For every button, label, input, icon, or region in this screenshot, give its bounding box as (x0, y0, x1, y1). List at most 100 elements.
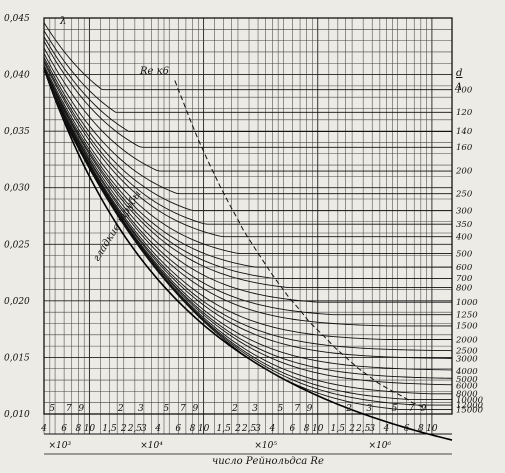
y-tick-label: 0,025 (4, 240, 30, 250)
x-tick-label: 6 (290, 424, 296, 434)
x-tick-label: 6 (61, 424, 67, 434)
series-label: 600 (456, 263, 473, 273)
series-label: 200 (455, 167, 473, 177)
roughness-curve (43, 68, 453, 371)
series-label: 100 (456, 85, 473, 95)
series-label: 800 (456, 283, 473, 293)
roughness-curve (43, 40, 452, 148)
x-top-tick-label: 2 (117, 404, 124, 414)
series-label: 12000 (456, 401, 484, 411)
roughness-curve (43, 59, 452, 225)
x-top-tick-label: 3 (138, 404, 144, 414)
x-tick-label: 10 (426, 424, 438, 434)
x-top-tick-label: 3 (252, 404, 258, 414)
x-tick-label: 1,5 (331, 424, 346, 434)
x-tick-label: 8 (418, 424, 424, 434)
x-tick-label: 8 (190, 424, 196, 434)
series-label: 5000 (456, 375, 478, 385)
chart-labels: 0,010 0,015 0,020 0,025 0,030 0,035 0,040 0,045… (4, 14, 484, 451)
y-axis-symbol: λ (59, 16, 66, 27)
x-tick-label: 1,5 (102, 424, 117, 434)
x-tick-label: 2,5 (127, 424, 143, 434)
series-label: 2500 (455, 347, 478, 357)
roughness-curve (43, 66, 452, 268)
series-label: 1000 (456, 298, 478, 308)
decade-multiplier: ×10³ (48, 441, 71, 451)
series-label: 3000 (456, 355, 478, 365)
x-tick-label: 2 (348, 424, 355, 434)
y-tick-label: 0,010 (4, 410, 30, 420)
series-label: 15000 (456, 405, 484, 415)
series-label: 250 (455, 189, 473, 199)
series-label: 120 (456, 108, 473, 118)
x-top-tick-label: 2 (345, 404, 352, 414)
x-tick-label: 3 (141, 424, 147, 434)
y-tick-label: 0,015 (4, 353, 30, 363)
x-tick-label: 4 (40, 424, 47, 434)
y-tick-label: 0,020 (4, 297, 30, 307)
decade-multiplier: ×10⁵ (254, 441, 277, 451)
series-label: 2000 (455, 335, 478, 345)
x-top-tick-label: 9 (421, 404, 427, 414)
roughness-curve (43, 68, 452, 279)
x-tick-label: 8 (304, 424, 310, 434)
x-tick-label: 10 (84, 424, 96, 434)
x-top-tick-label: 7 (180, 404, 186, 414)
x-top-tick-label: 9 (78, 404, 84, 414)
x-top-tick-label: 9 (307, 404, 313, 414)
x-tick-label: 3 (369, 424, 375, 434)
decade-multiplier: ×10⁶ (369, 441, 392, 451)
roughness-curve (43, 47, 452, 172)
series-label: 140 (456, 127, 473, 137)
y-tick-label: 0,035 (4, 127, 30, 137)
x-tick-label: 4 (154, 424, 161, 434)
x-tick-label: 2 (120, 424, 127, 434)
roughness-curve (43, 68, 452, 327)
series-label: 4000 (455, 367, 478, 377)
y-tick-label: 0,045 (4, 14, 30, 24)
roughness-curve (43, 68, 453, 359)
x-top-tick-label: 7 (294, 404, 300, 414)
series-label: 700 (456, 274, 473, 284)
series-label: 350 (456, 220, 473, 230)
series-label: 10000 (456, 395, 484, 405)
x-tick-label: 2,5 (355, 424, 371, 434)
series-label: 500 (456, 249, 473, 259)
roughness-curve (43, 36, 452, 132)
x-tick-label: 4 (268, 424, 275, 434)
x-top-tick-label: 3 (366, 404, 372, 414)
x-top-tick-label: 5 (49, 404, 55, 414)
plot-frame (43, 17, 453, 415)
roughness-curve (43, 56, 452, 212)
roughness-curve (43, 22, 452, 91)
roughness-curve (43, 30, 452, 113)
x-tick-label: 10 (198, 424, 210, 434)
x-tick-label: 2 (234, 424, 241, 434)
x-tick-label: 2,5 (241, 424, 257, 434)
x-top-tick-label: 7 (408, 404, 414, 414)
y-tick-label: 0,030 (4, 184, 30, 194)
series-label: 1250 (456, 310, 478, 320)
x-top-tick-label: 9 (192, 404, 198, 414)
roughness-curve (43, 68, 452, 288)
roughness-curve (43, 68, 452, 303)
roughness-curve (43, 68, 452, 411)
roughness-curve (43, 68, 452, 340)
series-label: 160 (456, 143, 473, 153)
right-header-num: d (456, 68, 462, 79)
roughness-curve (43, 64, 452, 255)
series-label: 300 (456, 206, 473, 216)
x-tick-label: 3 (255, 424, 261, 434)
y-tick-label: 0,040 (4, 71, 30, 81)
x-tick-label: 6 (404, 424, 410, 434)
x-top-tick-label: 5 (163, 404, 169, 414)
series-label: 400 (455, 232, 473, 242)
x-top-tick-label: 7 (66, 404, 72, 414)
boundary-label: Re к6 (139, 66, 170, 77)
x-tick-label: 6 (175, 424, 181, 434)
x-top-tick-label: 5 (392, 404, 398, 414)
x-tick-label: 1,5 (217, 424, 232, 434)
boundary-curve (174, 80, 424, 408)
x-top-tick-label: 2 (231, 404, 238, 414)
